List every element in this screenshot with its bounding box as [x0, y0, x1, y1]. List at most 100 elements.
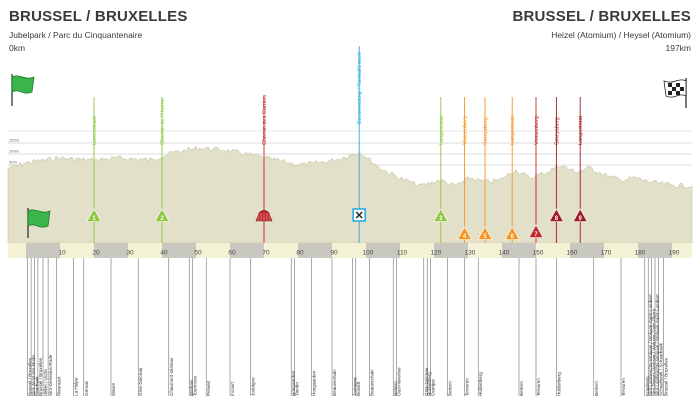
- altitude-label: 100m: [9, 149, 20, 154]
- km-band: [400, 243, 434, 258]
- km-tick-label: 70: [262, 250, 270, 257]
- marker-label: Smeysberg: [483, 117, 489, 145]
- km-tick-label: 100: [363, 250, 374, 257]
- place-label: Etterbeek: [35, 376, 40, 396]
- finish-flag-icon: [663, 78, 687, 108]
- place-label: Tourinnes: [193, 375, 198, 396]
- place-label: Huldenberg: [478, 372, 483, 396]
- marker-label: Bevoorrading / Ravitaillement: [357, 52, 363, 124]
- terrain-area: [7, 146, 693, 244]
- climb-number: 3: [439, 216, 443, 222]
- climb-number: 7: [534, 232, 538, 238]
- marker-label: Chemin des Carriers: [262, 94, 268, 145]
- km-tick-label: 120: [431, 250, 442, 257]
- place-label: Bertem: [393, 381, 398, 396]
- marker-label: Smeysberg: [554, 117, 560, 145]
- place-label: Hoegaarden: [312, 370, 317, 396]
- km-band: [128, 243, 162, 258]
- climb-number: 9: [579, 216, 583, 222]
- climb-number: 8: [555, 216, 559, 222]
- place-label: Bossut: [356, 381, 361, 396]
- km-axis: 10 20 30 40 50 60 70 80 90 100 110 120 130 140 150 160 1…: [8, 243, 692, 258]
- place-label: Jodoigne: [250, 377, 255, 396]
- place-label: Sint-Genesius-Rode: [48, 354, 53, 396]
- marker-label: Chemin de l'Herme: [160, 98, 166, 145]
- place-label: Tervuren: [621, 378, 626, 396]
- place-label: Tienen: [295, 382, 300, 396]
- climb-number: 1: [92, 216, 96, 222]
- place-label: Walhain: [189, 379, 194, 396]
- place-label: Beauvechain: [332, 369, 337, 396]
- finish-km: 197km: [665, 43, 691, 53]
- climb-icon: [548, 208, 564, 222]
- place-label: Chaumont-Gistoux: [169, 357, 174, 396]
- place-label: Perwez: [206, 380, 211, 396]
- km-band: [264, 243, 298, 258]
- altitude-label: 50m: [9, 160, 17, 165]
- marker-label: Vossenberg: [463, 116, 469, 145]
- feed-zone-icon: [355, 211, 363, 219]
- climb-icon: [477, 226, 493, 240]
- place-label: Bertem: [594, 381, 599, 396]
- place-label: Schaerbeek / Schaarbeek: [658, 342, 663, 396]
- place-label: Brussel / Bruxelles: [38, 357, 43, 396]
- km-band: [502, 243, 536, 258]
- climb-number: 2: [160, 216, 164, 222]
- km-band: [468, 243, 502, 258]
- place-label: Sint-Lambrechts-Woluwe / Woluwe-Saint-La…: [655, 294, 660, 396]
- km-tick-label: 140: [499, 250, 510, 257]
- km-band: [604, 243, 638, 258]
- km-band: [434, 243, 468, 258]
- km-tick-label: 30: [126, 250, 134, 257]
- km-tick-label: 160: [567, 250, 578, 257]
- km-band: [366, 243, 400, 258]
- climb-markers: Lanesstraat 1 Chemin de l'Herme 2 Chemin des…: [86, 46, 588, 243]
- finish-venue: Heizel (Atomium) / Heysel (Atomium): [551, 30, 691, 40]
- climb-icon: [86, 208, 102, 222]
- km-band: [8, 243, 26, 258]
- km-band: [94, 243, 128, 258]
- km-tick-label: 190: [669, 250, 680, 257]
- place-label: Bertem: [519, 381, 524, 396]
- place-label: Sint-Joost-ten-Node: [31, 355, 36, 396]
- km-band: [536, 243, 570, 258]
- km-tick-label: 10: [58, 250, 66, 257]
- place-label: Oud-Heverlee: [397, 367, 402, 396]
- climb-icon: [572, 208, 588, 222]
- km-tick-label: 150: [533, 250, 544, 257]
- marker-label: Vossenberg: [534, 116, 540, 145]
- km-tick-label: 40: [160, 250, 168, 257]
- place-label: Huldenberg: [556, 372, 561, 396]
- km-tick-label: 60: [228, 250, 236, 257]
- altitude-label: 150m: [9, 138, 20, 143]
- marker-label: Langestraat: [439, 115, 445, 145]
- km-tick-label: 170: [601, 250, 612, 257]
- place-label: Grez-Doiceau: [138, 367, 143, 396]
- place-label: Overijse: [431, 379, 436, 396]
- place-label: Beauvechain: [369, 369, 374, 396]
- climb-number: 5: [483, 234, 487, 240]
- km-band: [638, 243, 672, 258]
- km-tick-label: 50: [194, 250, 202, 257]
- km-band: [672, 243, 692, 258]
- place-label: Bertem: [448, 381, 453, 396]
- place-label: Jodoigne: [352, 377, 357, 396]
- place-label: Tervuren: [536, 378, 541, 396]
- start-city: BRUSSEL / BRUXELLES: [9, 8, 188, 25]
- climb-icon: [457, 226, 473, 240]
- place-label: Hoegaarden: [291, 370, 296, 396]
- km-tick-label: 90: [330, 250, 338, 257]
- climb-number: 6: [511, 234, 515, 240]
- km-band: [570, 243, 604, 258]
- place-label: Grez-Doiceau: [424, 367, 429, 396]
- finish-city: BRUSSEL / BRUXELLES: [512, 8, 691, 25]
- start-flag-icon: [27, 208, 51, 238]
- place-label: La Hulpe: [74, 377, 79, 396]
- place-label: Sint-Pieters-Woluwe / Woluwe-Saint-Pierr…: [652, 308, 657, 396]
- climb-number: 4: [463, 234, 467, 240]
- start-venue: Jubelpark / Parc du Cinquantenaire: [9, 30, 143, 40]
- km-band: [332, 243, 366, 258]
- place-label: Tervuren: [465, 378, 470, 396]
